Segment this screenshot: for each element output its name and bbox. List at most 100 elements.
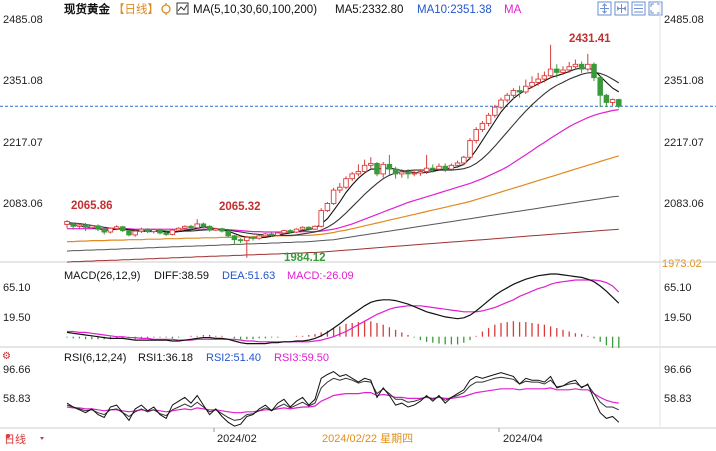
candle-body [275, 232, 281, 236]
fullscreen-icon[interactable] [648, 1, 663, 16]
price-tick-right: 2485.08 [664, 14, 704, 26]
candle-body [287, 230, 293, 233]
price-tick-left: 2083.06 [3, 198, 43, 210]
candle-body [355, 171, 362, 175]
candle-body [188, 225, 194, 229]
price-header: 现货黄金 【日线】 MA(5,10,30,60,100,200) MA5:233… [64, 1, 663, 16]
price-tick-left: 2217.07 [3, 137, 43, 149]
candle-body [70, 223, 76, 227]
annotation-mid-high: 2065.32 [219, 201, 261, 213]
zoom-in-icon[interactable] [597, 1, 612, 16]
macd-plot[interactable] [66, 273, 620, 348]
candle-body [448, 164, 455, 170]
period-switch-button[interactable]: 日线 [4, 432, 44, 446]
candle-body [175, 227, 182, 231]
candle-body [535, 78, 541, 83]
price-min-right: 1973.02 [662, 258, 702, 270]
settings-icon[interactable] [161, 4, 171, 14]
time-axis: 2024/02 2024/02/22 星期四 2024/04 [213, 428, 543, 445]
candle-body [144, 228, 151, 233]
price-axis-left: 2485.08 2351.08 2217.07 2083.06 [3, 14, 43, 210]
price-plot[interactable] [0, 44, 716, 263]
rsi-tick-left: 96.66 [3, 364, 31, 376]
candle-body [101, 228, 107, 233]
candle-body [157, 229, 163, 234]
candle-body [529, 81, 535, 87]
candle-body [479, 122, 486, 131]
candle-body [225, 230, 231, 237]
chevron-down-icon [40, 437, 44, 440]
candle-body [442, 165, 448, 170]
candle-body [374, 162, 380, 175]
macd-diff-value: DIFF:38.59 [154, 270, 209, 282]
macd-label: MACD(26,12,9) [64, 270, 140, 282]
rsi-plot[interactable] [66, 371, 620, 427]
macd-dea-value: DEA:51.63 [222, 270, 275, 282]
candle-body [312, 225, 318, 230]
candle-body [324, 202, 331, 212]
annotation-left-high: 2065.86 [71, 200, 113, 212]
ma100-line [66, 195, 619, 252]
candle-body [82, 224, 89, 228]
zoom-out-icon[interactable] [614, 1, 629, 16]
candle-body [597, 77, 603, 96]
candle-body [330, 189, 337, 204]
candle-body [120, 226, 126, 232]
candle-body [182, 225, 188, 229]
candle-body [566, 66, 572, 71]
candle-body [244, 236, 250, 242]
macd-dea-line [67, 279, 620, 343]
candle-body [473, 129, 479, 141]
time-label-feb: 2024/02 [217, 433, 257, 445]
candle-body [516, 90, 523, 93]
candle-body [194, 223, 200, 229]
ma-more-value: MA [504, 4, 522, 16]
candle-body [151, 229, 157, 233]
candle-body [423, 167, 430, 172]
candle-body [361, 164, 368, 172]
candle-body [200, 223, 207, 227]
candle-body [498, 99, 504, 108]
price-tick-right: 2217.07 [664, 137, 704, 149]
candle-body [454, 162, 461, 166]
candle-body [554, 68, 560, 73]
period-switch-label: 日线 [4, 432, 26, 446]
price-tick-left: 2485.08 [3, 14, 43, 26]
candle-body [510, 90, 517, 96]
candle-body [107, 227, 114, 233]
ma10-line [66, 71, 620, 236]
ma30-line [67, 109, 619, 233]
period-label[interactable]: 【日线】 [113, 2, 159, 16]
candle-body [293, 228, 300, 233]
candle-body [89, 225, 95, 229]
crosshair-date-label: 2024/02/22 星期四 [322, 432, 413, 445]
candle-body [163, 232, 169, 235]
candle-body [609, 99, 616, 103]
price-tick-right: 2351.08 [664, 75, 704, 87]
ma200-line [66, 228, 619, 263]
panel-gear-icon[interactable]: ⚙ [2, 351, 11, 362]
candle-body [306, 226, 312, 230]
candle-body [268, 233, 275, 236]
candle-body [523, 85, 529, 93]
rsi2-value: RSI2:51.40 [206, 352, 261, 364]
macd-tick-right: 65.10 [664, 282, 692, 294]
candle-body [169, 229, 176, 235]
rsi3-value: RSI3:59.50 [274, 352, 329, 364]
rsi2-line [66, 376, 620, 421]
candle-body [591, 63, 597, 79]
candle-body [380, 163, 386, 175]
candle-body [219, 228, 225, 232]
macd-tick-right: 19.50 [664, 312, 692, 324]
candle-body [492, 106, 498, 116]
macd-tick-left: 65.10 [3, 282, 31, 294]
panel-toggle-icon[interactable] [631, 1, 646, 16]
rsi-tick-left: 58.83 [3, 393, 31, 405]
candle-body [603, 94, 610, 103]
candle-body [132, 230, 138, 236]
candle-body [411, 172, 417, 175]
candle-body [504, 94, 510, 101]
rsi-tick-right: 96.66 [664, 364, 692, 376]
candle-body [417, 171, 424, 174]
candle-body [213, 228, 219, 231]
